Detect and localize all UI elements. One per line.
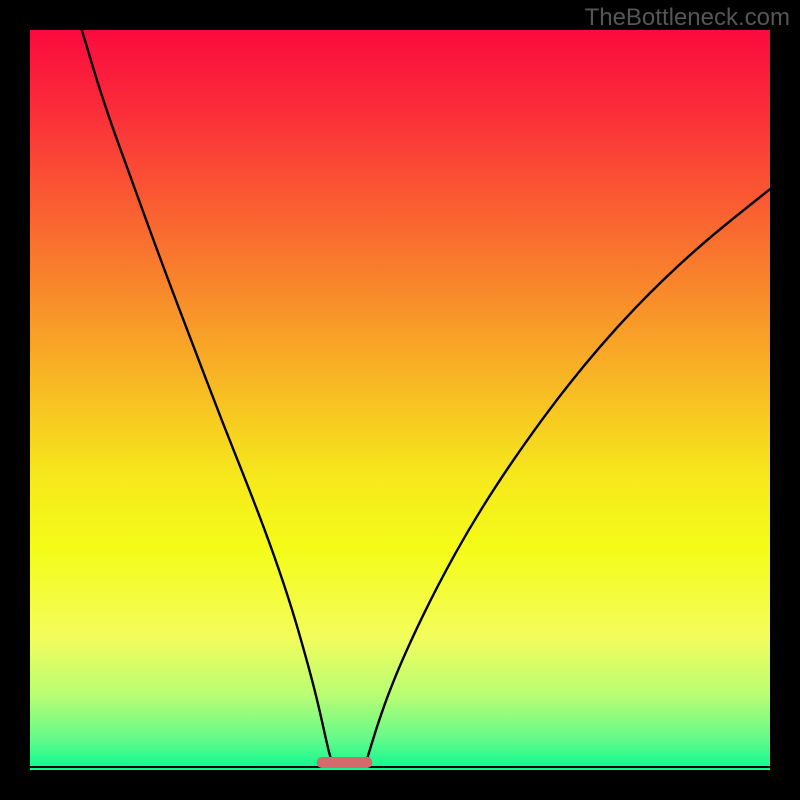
bottleneck-marker	[317, 757, 373, 768]
bottleneck-curve-chart	[0, 0, 800, 800]
watermark-text: TheBottleneck.com	[585, 4, 790, 32]
plot-background	[30, 30, 770, 770]
chart-image: { "watermark": "TheBottleneck.com", "cha…	[0, 0, 800, 800]
